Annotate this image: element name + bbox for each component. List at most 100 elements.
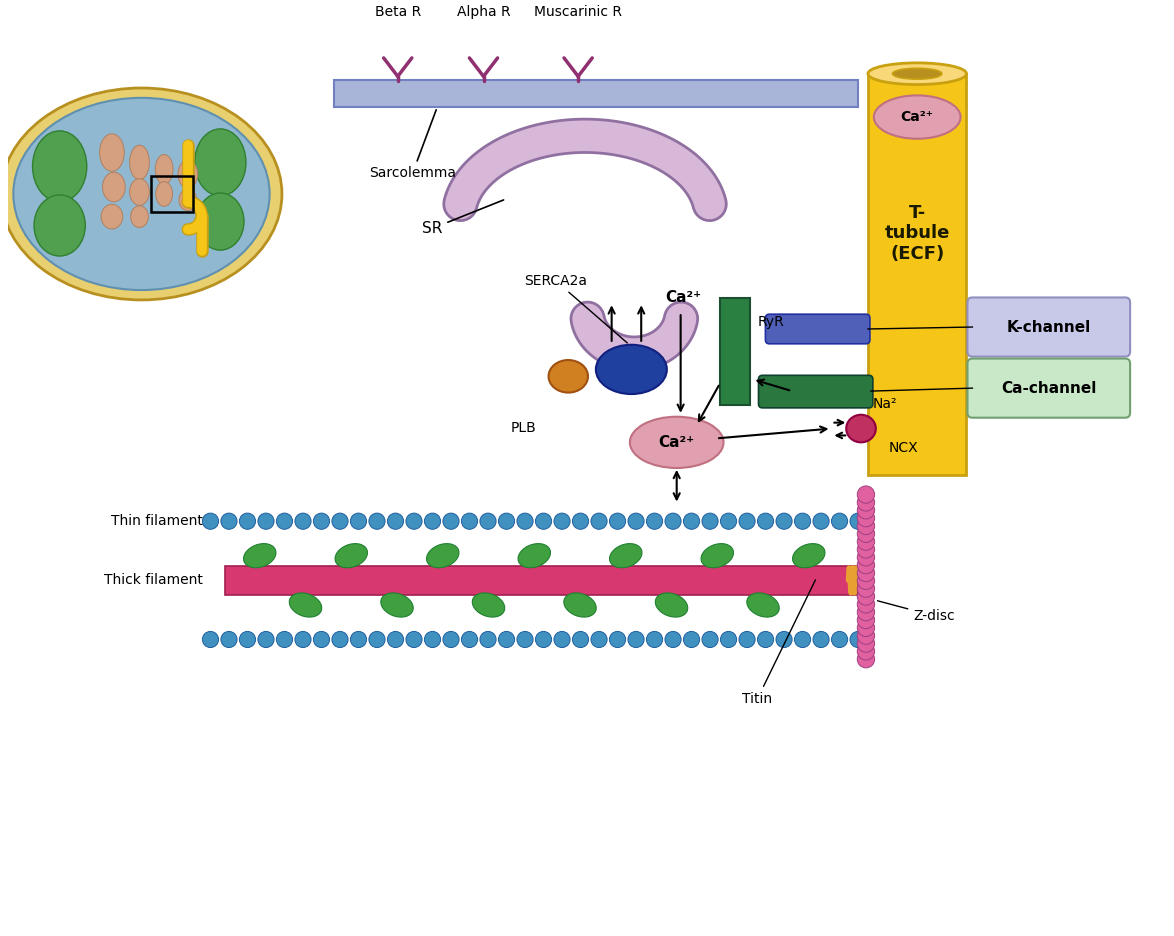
FancyBboxPatch shape xyxy=(967,298,1131,357)
Ellipse shape xyxy=(548,360,588,392)
Circle shape xyxy=(857,651,875,668)
Circle shape xyxy=(480,513,497,529)
Circle shape xyxy=(239,632,256,648)
Circle shape xyxy=(554,632,571,648)
Text: PLB: PLB xyxy=(511,420,537,434)
Circle shape xyxy=(406,632,423,648)
Circle shape xyxy=(857,548,875,566)
Circle shape xyxy=(295,513,311,529)
Circle shape xyxy=(857,611,875,629)
Ellipse shape xyxy=(472,592,505,617)
Circle shape xyxy=(591,513,607,529)
Circle shape xyxy=(850,632,866,648)
Ellipse shape xyxy=(380,592,413,617)
Circle shape xyxy=(461,513,478,529)
Circle shape xyxy=(702,513,718,529)
Bar xyxy=(151,176,193,212)
Text: Thick filament: Thick filament xyxy=(103,574,203,588)
Circle shape xyxy=(276,513,292,529)
Circle shape xyxy=(369,632,385,648)
Circle shape xyxy=(683,632,700,648)
Circle shape xyxy=(857,564,875,581)
Circle shape xyxy=(369,513,385,529)
Ellipse shape xyxy=(609,544,642,568)
Circle shape xyxy=(757,513,774,529)
Text: T-
tubule
(ECF): T- tubule (ECF) xyxy=(884,204,950,263)
Ellipse shape xyxy=(197,193,244,250)
Circle shape xyxy=(857,541,875,558)
Ellipse shape xyxy=(426,544,459,568)
Circle shape xyxy=(461,632,478,648)
Ellipse shape xyxy=(178,189,197,211)
Circle shape xyxy=(850,513,866,529)
Circle shape xyxy=(857,588,875,606)
Ellipse shape xyxy=(846,415,876,443)
Circle shape xyxy=(350,513,366,529)
Text: SR: SR xyxy=(423,200,504,236)
Ellipse shape xyxy=(892,68,942,80)
Text: Ca²⁺: Ca²⁺ xyxy=(659,435,695,450)
Bar xyxy=(333,80,858,108)
Circle shape xyxy=(221,513,237,529)
Circle shape xyxy=(857,604,875,621)
Circle shape xyxy=(350,632,366,648)
Circle shape xyxy=(857,525,875,543)
Circle shape xyxy=(628,513,645,529)
Circle shape xyxy=(857,643,875,660)
Circle shape xyxy=(857,572,875,590)
Circle shape xyxy=(857,635,875,652)
Circle shape xyxy=(295,632,311,648)
Text: Ca²⁺: Ca²⁺ xyxy=(900,110,933,124)
Circle shape xyxy=(831,513,848,529)
Circle shape xyxy=(554,513,571,529)
Text: Na²: Na² xyxy=(872,397,897,411)
Ellipse shape xyxy=(1,88,282,300)
Ellipse shape xyxy=(33,131,87,202)
Text: Thin filament: Thin filament xyxy=(110,514,203,528)
Ellipse shape xyxy=(289,592,322,617)
Ellipse shape xyxy=(868,63,966,84)
Circle shape xyxy=(647,513,662,529)
Circle shape xyxy=(857,595,875,613)
Ellipse shape xyxy=(596,344,667,394)
Circle shape xyxy=(313,632,330,648)
Circle shape xyxy=(664,632,681,648)
Circle shape xyxy=(738,513,755,529)
Circle shape xyxy=(535,513,552,529)
Text: K-channel: K-channel xyxy=(1006,319,1091,334)
Text: Ca-channel: Ca-channel xyxy=(1001,381,1097,396)
Circle shape xyxy=(647,632,662,648)
Text: Muscarinic R: Muscarinic R xyxy=(534,5,622,19)
Ellipse shape xyxy=(335,544,367,568)
Ellipse shape xyxy=(13,98,270,290)
Circle shape xyxy=(258,632,274,648)
Circle shape xyxy=(276,632,292,648)
Text: Titin: Titin xyxy=(742,580,816,706)
Ellipse shape xyxy=(34,195,86,256)
Circle shape xyxy=(535,632,552,648)
Ellipse shape xyxy=(243,544,276,568)
Circle shape xyxy=(591,632,607,648)
Circle shape xyxy=(499,632,514,648)
Circle shape xyxy=(221,632,237,648)
Circle shape xyxy=(812,632,829,648)
Ellipse shape xyxy=(129,179,149,205)
FancyBboxPatch shape xyxy=(758,375,872,408)
Ellipse shape xyxy=(655,592,688,617)
Ellipse shape xyxy=(564,592,596,617)
Ellipse shape xyxy=(178,160,197,188)
Circle shape xyxy=(857,627,875,644)
Circle shape xyxy=(738,632,755,648)
Circle shape xyxy=(776,513,792,529)
Circle shape xyxy=(443,513,459,529)
Circle shape xyxy=(776,632,792,648)
Ellipse shape xyxy=(130,206,148,227)
Ellipse shape xyxy=(156,182,173,206)
Circle shape xyxy=(857,580,875,597)
Circle shape xyxy=(573,513,588,529)
Ellipse shape xyxy=(873,95,960,139)
Circle shape xyxy=(702,632,718,648)
Circle shape xyxy=(387,632,404,648)
Text: SERCA2a: SERCA2a xyxy=(524,273,627,343)
Circle shape xyxy=(480,632,497,648)
